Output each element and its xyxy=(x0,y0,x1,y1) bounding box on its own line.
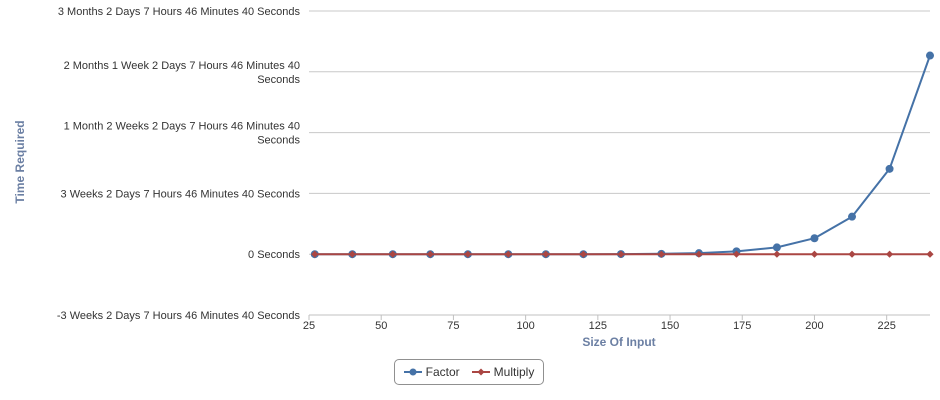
y-axis-ticks: -3 Weeks 2 Days 7 Hours 46 Minutes 40 Se… xyxy=(57,6,301,322)
data-point-multiply[interactable] xyxy=(311,250,319,258)
data-point-factor[interactable] xyxy=(848,212,857,221)
x-tick-label: 75 xyxy=(447,320,459,332)
x-tick-label: 125 xyxy=(589,320,607,332)
data-point-multiply[interactable] xyxy=(542,250,550,258)
data-point-multiply[interactable] xyxy=(504,250,512,258)
data-point-multiply[interactable] xyxy=(885,250,894,258)
legend-item-factor[interactable]: Factor xyxy=(403,365,460,379)
data-point-multiply[interactable] xyxy=(773,250,781,258)
x-tick-label: 25 xyxy=(303,320,315,332)
x-axis-title: Size Of Input xyxy=(582,335,655,349)
y-tick-label: 3 Weeks 2 Days 7 Hours 46 Minutes 40 Sec… xyxy=(61,188,301,200)
x-tick-label: 50 xyxy=(375,320,387,332)
x-tick-label: 150 xyxy=(661,320,679,332)
legend-item-multiply[interactable]: Multiply xyxy=(471,365,535,379)
y-tick-label: 2 Months 1 Week 2 Days 7 Hours 46 Minute… xyxy=(64,60,301,86)
y-tick-label: 0 Seconds xyxy=(248,249,300,261)
data-point-multiply[interactable] xyxy=(579,250,587,258)
legend-line-circle-icon xyxy=(403,368,422,376)
data-point-factor[interactable] xyxy=(926,51,934,60)
y-tick-label: 3 Months 2 Days 7 Hours 46 Minutes 40 Se… xyxy=(58,6,301,18)
grid-layer xyxy=(309,10,930,316)
y-tick-label: 1 Month 2 Weeks 2 Days 7 Hours 46 Minute… xyxy=(64,121,301,147)
series-factor xyxy=(310,51,934,259)
legend-line-diamond-icon xyxy=(471,368,490,376)
legend-label-factor: Factor xyxy=(425,365,460,379)
x-tick-label: 225 xyxy=(877,320,895,332)
data-point-multiply[interactable] xyxy=(389,250,397,258)
data-point-factor[interactable] xyxy=(772,243,781,252)
data-point-multiply[interactable] xyxy=(464,250,472,258)
data-point-multiply[interactable] xyxy=(348,250,356,258)
legend: Factor Multiply xyxy=(394,359,544,385)
x-tick-label: 200 xyxy=(805,320,823,332)
data-point-multiply[interactable] xyxy=(695,250,703,258)
data-point-multiply[interactable] xyxy=(657,250,665,258)
data-point-multiply[interactable] xyxy=(848,250,856,258)
data-point-multiply[interactable] xyxy=(810,250,819,258)
data-point-multiply[interactable] xyxy=(926,250,934,258)
data-point-multiply[interactable] xyxy=(617,250,625,258)
series-multiply xyxy=(311,250,934,258)
data-point-multiply[interactable] xyxy=(426,250,434,258)
x-tick-label: 100 xyxy=(516,320,534,332)
data-point-factor[interactable] xyxy=(810,234,819,243)
data-point-multiply[interactable] xyxy=(732,250,741,258)
series-layer xyxy=(310,51,934,259)
y-axis-title: Time Required xyxy=(13,120,27,203)
series-line-factor xyxy=(314,55,931,256)
y-tick-label: -3 Weeks 2 Days 7 Hours 46 Minutes 40 Se… xyxy=(57,310,301,322)
legend-label-multiply: Multiply xyxy=(493,365,535,379)
x-tick-label: 175 xyxy=(733,320,751,332)
x-axis-ticks: 25 50 75 100 125 150 175 200 225 xyxy=(303,315,896,332)
data-point-factor[interactable] xyxy=(885,164,894,173)
